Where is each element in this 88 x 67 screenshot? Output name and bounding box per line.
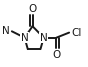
Text: N: N xyxy=(40,33,48,43)
Text: N: N xyxy=(2,26,10,36)
Text: Cl: Cl xyxy=(72,28,82,38)
Text: O: O xyxy=(28,4,37,14)
Text: N: N xyxy=(21,33,28,43)
Text: O: O xyxy=(52,50,61,60)
